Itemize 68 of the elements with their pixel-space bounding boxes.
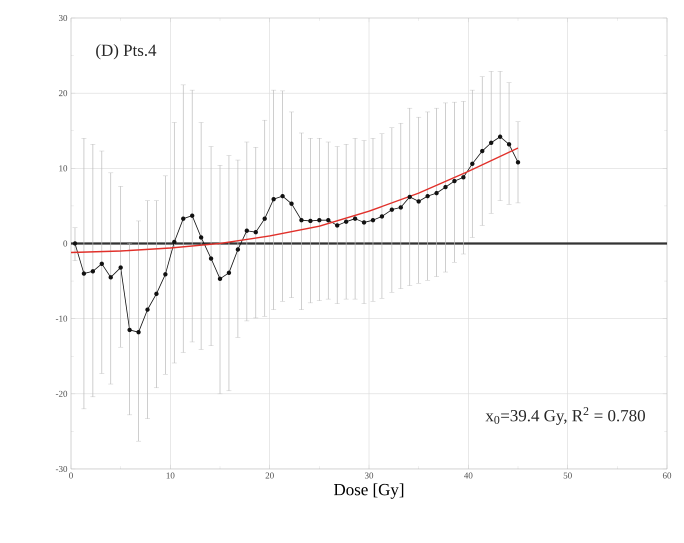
point [425, 194, 430, 198]
x-tick-label: 40 [464, 472, 472, 479]
y-tick-label: 10 [59, 165, 68, 172]
y-tick-label: 0 [63, 240, 68, 247]
point [416, 199, 421, 204]
point [452, 178, 457, 184]
point [398, 205, 403, 210]
point [516, 160, 520, 165]
point [127, 328, 132, 332]
point [443, 184, 448, 190]
annotation: x$_{0}$=39.4 Gy, R$^{2}$ = 0.780 [486, 407, 645, 425]
point [108, 275, 113, 280]
y-tick-label: 30 [58, 14, 68, 22]
point [434, 190, 439, 196]
point [506, 142, 512, 146]
x-tick-label: 0 [69, 472, 73, 479]
point [480, 148, 484, 154]
point [236, 247, 240, 252]
point [72, 241, 78, 246]
point [461, 175, 466, 180]
y-tick-label: 20 [58, 90, 68, 96]
line-series [70, 147, 519, 254]
point [362, 220, 366, 225]
annotation: (D) Pts.4 [96, 44, 156, 60]
point [254, 230, 258, 234]
point [408, 194, 412, 200]
point [181, 216, 186, 221]
point [244, 228, 250, 233]
point [163, 272, 168, 276]
point [299, 218, 304, 222]
point [344, 219, 348, 224]
y-tick-label: -20 [56, 390, 68, 397]
point [470, 162, 475, 166]
point [271, 196, 276, 202]
point [100, 262, 104, 266]
point [280, 194, 285, 198]
x-tick-label: 10 [166, 472, 174, 479]
x-axis-title: Dose [Gy] [334, 483, 404, 499]
point [82, 271, 86, 276]
point [154, 292, 159, 296]
point [145, 307, 150, 312]
point [498, 134, 502, 139]
point [218, 276, 222, 282]
point [118, 265, 123, 270]
point [352, 216, 358, 221]
point [90, 269, 96, 274]
point [136, 330, 141, 334]
point [326, 218, 330, 222]
point [370, 218, 376, 222]
point [198, 235, 204, 240]
x-tick-label: 50 [564, 472, 572, 479]
point [172, 240, 177, 244]
y-tick-label: -30 [56, 466, 68, 472]
point [308, 218, 313, 224]
point [262, 216, 267, 221]
x-tick-label: 60 [662, 472, 672, 479]
point [208, 256, 214, 261]
x-tick-label: 30 [364, 472, 374, 479]
point [335, 223, 340, 228]
point [226, 270, 232, 275]
point [488, 140, 494, 145]
point [317, 218, 322, 222]
point [390, 207, 394, 212]
x-tick-label: 20 [266, 472, 274, 479]
point [190, 213, 194, 218]
point [289, 201, 294, 206]
y-tick-label: -10 [56, 316, 68, 322]
point [380, 214, 384, 219]
